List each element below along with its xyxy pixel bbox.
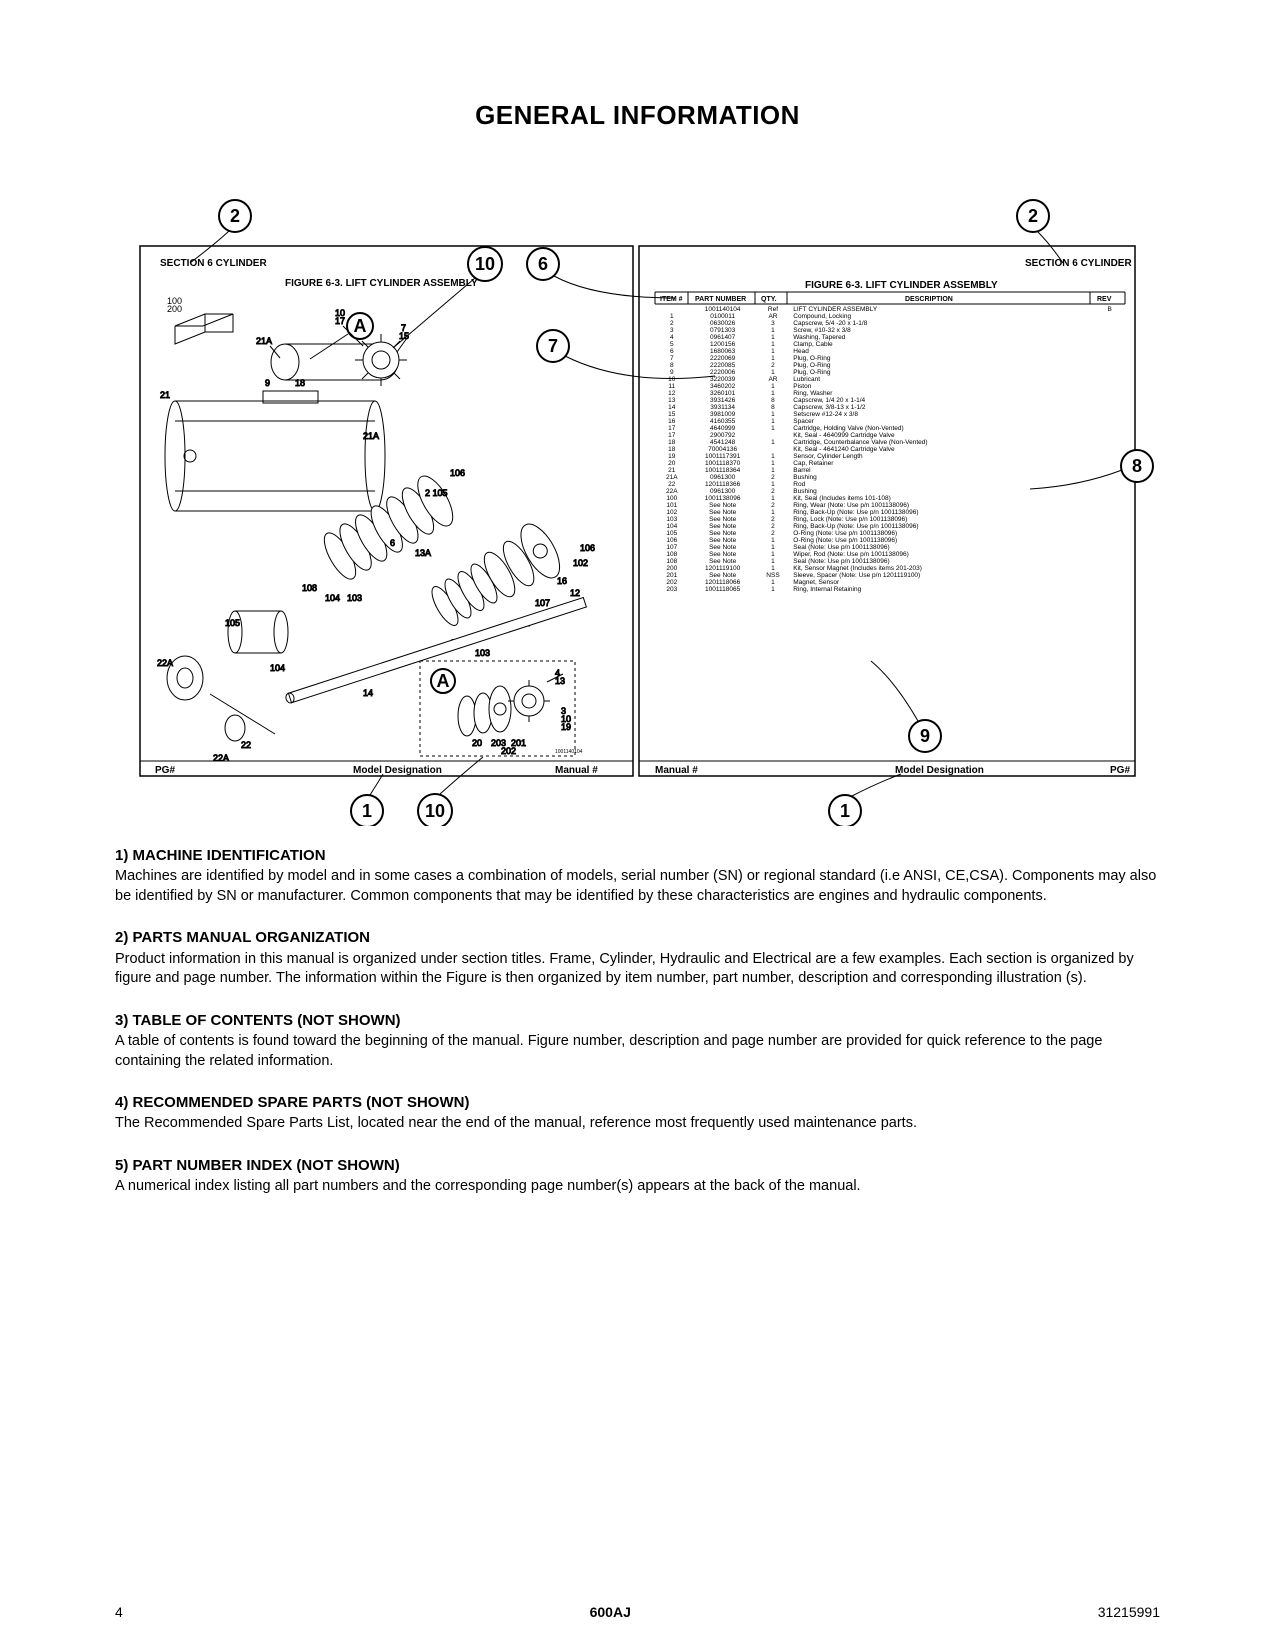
svg-text:13A: 13A xyxy=(415,548,431,558)
svg-text:9: 9 xyxy=(265,378,270,388)
svg-text:12: 12 xyxy=(570,588,580,598)
section-body: A table of contents is found toward the … xyxy=(115,1032,1160,1071)
svg-text:21: 21 xyxy=(160,390,170,400)
diagram-svg: SECTION 6 CYLINDER FIGURE 6-3. LIFT CYLI… xyxy=(115,186,1160,826)
svg-text:PG#: PG# xyxy=(1110,765,1130,776)
svg-text:103: 103 xyxy=(475,648,490,658)
svg-text:PG#: PG# xyxy=(155,765,175,776)
svg-text:108: 108 xyxy=(302,583,317,593)
footer-page-number: 4 xyxy=(115,1604,123,1620)
svg-text:13: 13 xyxy=(555,676,565,686)
svg-text:22A: 22A xyxy=(157,658,173,668)
svg-text:106: 106 xyxy=(450,468,465,478)
section-body: A numerical index listing all part numbe… xyxy=(115,1177,1160,1197)
svg-text:DESCRIPTION: DESCRIPTION xyxy=(905,296,953,303)
svg-text:103: 103 xyxy=(347,593,362,603)
section-heading: 5) PART NUMBER INDEX (NOT SHOWN) xyxy=(115,1156,1160,1176)
svg-text:Manual #: Manual # xyxy=(655,765,698,776)
section-1: 1) MACHINE IDENTIFICATION Machines are i… xyxy=(115,846,1160,906)
section-heading: 2) PARTS MANUAL ORGANIZATION xyxy=(115,928,1160,948)
page-title: GENERAL INFORMATION xyxy=(115,100,1160,131)
svg-text:106: 106 xyxy=(580,543,595,553)
svg-text:102: 102 xyxy=(573,558,588,568)
right-figure-title: FIGURE 6-3. LIFT CYLINDER ASSEMBLY xyxy=(805,280,998,291)
left-figure-title: FIGURE 6-3. LIFT CYLINDER ASSEMBLY xyxy=(285,278,478,289)
svg-text:104: 104 xyxy=(325,593,340,603)
footer-model: 600AJ xyxy=(590,1604,631,1620)
parts-table: ITEM # PART NUMBER QTY. DESCRIPTION REV … xyxy=(655,292,1125,726)
svg-text:ITEM #: ITEM # xyxy=(660,296,683,303)
diagram-area: SECTION 6 CYLINDER FIGURE 6-3. LIFT CYLI… xyxy=(115,186,1160,826)
svg-text:21A: 21A xyxy=(256,336,272,346)
text-sections: 1) MACHINE IDENTIFICATION Machines are i… xyxy=(115,846,1160,1197)
page-footer: 4 600AJ 31215991 xyxy=(115,1604,1160,1620)
svg-text:2: 2 xyxy=(1028,206,1038,226)
svg-text:17: 17 xyxy=(335,316,345,326)
section-4: 4) RECOMMENDED SPARE PARTS (NOT SHOWN) T… xyxy=(115,1093,1160,1134)
svg-text:202: 202 xyxy=(501,746,516,756)
right-section-label: SECTION 6 CYLINDER xyxy=(1025,258,1132,269)
svg-text:10: 10 xyxy=(425,801,445,821)
svg-text:2: 2 xyxy=(230,206,240,226)
section-5: 5) PART NUMBER INDEX (NOT SHOWN) A numer… xyxy=(115,1156,1160,1197)
svg-text:19: 19 xyxy=(561,722,571,732)
section-body: Machines are identified by model and in … xyxy=(115,867,1160,906)
svg-text:A: A xyxy=(354,316,367,336)
svg-text:Manual #: Manual # xyxy=(555,765,598,776)
svg-text:104: 104 xyxy=(270,663,285,673)
left-section-label: SECTION 6 CYLINDER xyxy=(160,258,267,269)
svg-text:1001140104: 1001140104 xyxy=(555,749,583,755)
svg-text:21A: 21A xyxy=(363,431,379,441)
section-heading: 4) RECOMMENDED SPARE PARTS (NOT SHOWN) xyxy=(115,1093,1160,1113)
svg-text:2 105: 2 105 xyxy=(425,488,448,498)
svg-text:200: 200 xyxy=(167,304,182,314)
svg-text:1: 1 xyxy=(362,801,372,821)
svg-text:A: A xyxy=(437,671,450,691)
svg-text:6: 6 xyxy=(538,254,548,274)
svg-text:QTY.: QTY. xyxy=(761,296,777,303)
page: GENERAL INFORMATION SECTION 6 CYLINDER F… xyxy=(0,0,1275,1650)
svg-text:REV: REV xyxy=(1097,296,1112,303)
svg-text:107: 107 xyxy=(535,598,550,608)
svg-text:20: 20 xyxy=(472,738,482,748)
svg-text:9: 9 xyxy=(920,726,930,746)
section-heading: 1) MACHINE IDENTIFICATION xyxy=(115,846,1160,866)
svg-text:16: 16 xyxy=(557,576,567,586)
svg-text:22: 22 xyxy=(241,740,251,750)
section-body: The Recommended Spare Parts List, locate… xyxy=(115,1114,1160,1134)
section-2: 2) PARTS MANUAL ORGANIZATION Product inf… xyxy=(115,928,1160,988)
svg-text:PART NUMBER: PART NUMBER xyxy=(695,296,746,303)
svg-text:14: 14 xyxy=(363,688,373,698)
svg-text:8: 8 xyxy=(1132,456,1142,476)
svg-text:10: 10 xyxy=(475,254,495,274)
svg-text:1: 1 xyxy=(840,801,850,821)
section-3: 3) TABLE OF CONTENTS (NOT SHOWN) A table… xyxy=(115,1011,1160,1071)
svg-text:18: 18 xyxy=(295,378,305,388)
svg-text:105: 105 xyxy=(225,618,240,628)
svg-text:6: 6 xyxy=(390,538,395,548)
section-heading: 3) TABLE OF CONTENTS (NOT SHOWN) xyxy=(115,1011,1160,1031)
section-body: Product information in this manual is or… xyxy=(115,950,1160,989)
footer-part-number: 31215991 xyxy=(1098,1604,1160,1620)
svg-text:Model Designation: Model Designation xyxy=(353,765,442,776)
svg-text:7: 7 xyxy=(548,336,558,356)
svg-text:Model Designation: Model Designation xyxy=(895,765,984,776)
